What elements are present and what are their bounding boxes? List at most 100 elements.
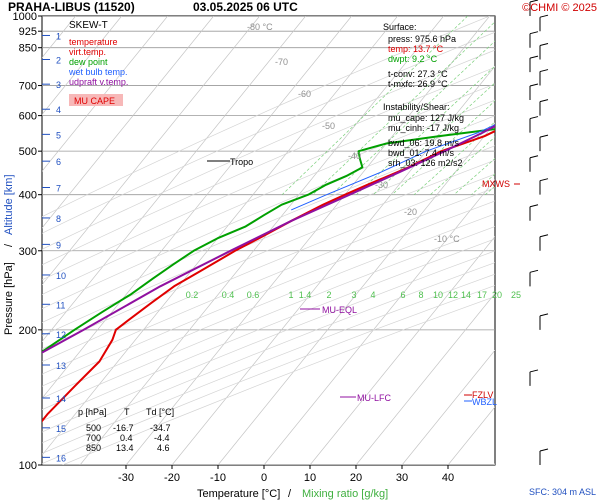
mixing-ratio-label: 12 bbox=[448, 290, 458, 300]
table-cell: 4.6 bbox=[157, 443, 170, 453]
wind-barb-flag bbox=[529, 83, 539, 87]
wind-barb-flag bbox=[539, 313, 549, 317]
isotherm-line bbox=[42, 16, 306, 343]
axes-layer: 0.2 0.4 0.6 1 1.4 2 3 4 6 8 10 12 14 17 20 25-80 °C-70-… bbox=[13, 11, 521, 484]
pressure-tick-label: 200 bbox=[19, 325, 37, 337]
table-cell: 0.4 bbox=[120, 433, 133, 443]
isotherm-line bbox=[42, 16, 260, 286]
mixing-ratio-label: 1.4 bbox=[299, 290, 312, 300]
y-axis-label-group: Pressure [hPa] / Altitude [km] bbox=[3, 174, 15, 335]
mixing-ratio-line bbox=[331, 40, 495, 195]
mixing-ratio-label: 8 bbox=[418, 290, 423, 300]
mixing-ratio-label: 4 bbox=[370, 290, 375, 300]
bwd06-value: bwd_06: 19.8 m/s bbox=[388, 138, 460, 148]
surface-info: Surface: press: 975.6 hPa temp: 13.7 °C … bbox=[383, 22, 464, 168]
wind-barb-flag bbox=[529, 55, 539, 59]
isotherm-line bbox=[42, 16, 352, 399]
dry-adiabat bbox=[42, 115, 495, 310]
isotherm-label: -50 bbox=[322, 121, 335, 131]
mixing-ratio-line bbox=[312, 21, 495, 195]
series-dew-point bbox=[42, 127, 495, 354]
station-title: PRAHA-LIBUS (11520) bbox=[8, 0, 135, 14]
mixing-ratio-line bbox=[507, 16, 600, 195]
wind-barb-flag bbox=[539, 134, 549, 138]
wind-barb-flag bbox=[539, 69, 549, 73]
plot-area bbox=[41, 15, 496, 466]
wind-barb-flag bbox=[529, 204, 539, 208]
altitude-tick-label: 3 bbox=[56, 80, 61, 90]
mixing-ratio-line bbox=[356, 65, 495, 195]
isotherm-line bbox=[42, 16, 122, 115]
pressure-tick-label: 700 bbox=[19, 81, 37, 93]
mixing-ratio-label: 20 bbox=[492, 290, 502, 300]
dry-adiabat bbox=[42, 16, 490, 218]
isotherm-line bbox=[171, 65, 495, 465]
wind-barb-flag bbox=[539, 234, 549, 238]
dry-adiabat bbox=[42, 31, 495, 234]
x-tick-label: -10 bbox=[210, 472, 226, 484]
wind-barb-flag bbox=[529, 155, 539, 159]
mixing-ratio-line bbox=[391, 100, 495, 195]
series-layer bbox=[42, 124, 495, 423]
sfc-label: SFC: 304 m ASL bbox=[529, 487, 596, 497]
mixing-ratio-line bbox=[545, 16, 600, 195]
altitude-tick-label: 7 bbox=[56, 183, 61, 193]
wind-barb-flag bbox=[539, 448, 549, 452]
x-tick-label: 20 bbox=[350, 472, 362, 484]
x-axis-separator: / bbox=[288, 488, 292, 500]
surface-temp: temp: 13.7 °C bbox=[388, 44, 444, 54]
dry-adiabat bbox=[42, 187, 495, 375]
dry-adiabat bbox=[42, 145, 495, 337]
series-udpraft-v-temp bbox=[42, 124, 495, 354]
wind-barb-flag bbox=[529, 369, 539, 373]
copyright-label: ©CHMI © 2025 bbox=[522, 2, 597, 14]
surface-tmxfc: t-mxfc: 26.9 °C bbox=[388, 79, 448, 89]
mixing-ratio-label: 14 bbox=[461, 290, 471, 300]
wbzl-marker: WBZL bbox=[472, 397, 497, 407]
mixing-ratio-label: 0.6 bbox=[247, 290, 260, 300]
mixing-ratio-label: 2 bbox=[326, 290, 331, 300]
isotherm-line bbox=[42, 16, 398, 456]
series-wet-bulb-temp bbox=[291, 124, 495, 211]
surface-heading: Surface: bbox=[383, 22, 417, 32]
table-cell: 700 bbox=[86, 433, 101, 443]
wind-barb-flag bbox=[539, 43, 549, 46]
mu-lfc-marker: MU-LFC bbox=[357, 393, 391, 403]
dry-adiabat bbox=[42, 173, 495, 363]
legend-item-dew-point: dew point bbox=[69, 57, 108, 67]
dry-adiabat bbox=[42, 285, 495, 465]
wind-barbs bbox=[529, 0, 549, 465]
plot-grid bbox=[42, 16, 600, 465]
altitude-tick-label: 13 bbox=[56, 361, 66, 371]
altitude-tick-label: 14 bbox=[56, 394, 66, 404]
mixing-ratio-label: 0.2 bbox=[186, 290, 199, 300]
wind-barb-flag bbox=[539, 99, 549, 103]
pressure-tick-label: 1000 bbox=[13, 11, 37, 23]
dry-adiabat bbox=[42, 238, 495, 422]
pressure-tick-label: 100 bbox=[19, 460, 37, 472]
isotherm-line bbox=[401, 349, 495, 465]
y-axis-label-press: Pressure [hPa] bbox=[3, 262, 15, 335]
isotherm-line bbox=[217, 122, 495, 465]
mixing-ratio-line bbox=[453, 158, 495, 195]
table-cell: -16.7 bbox=[113, 423, 134, 433]
table-cell: 850 bbox=[86, 443, 101, 453]
mixing-ratio-line bbox=[413, 121, 495, 195]
mixing-ratio-label: 1 bbox=[288, 290, 293, 300]
isotherm-label: -80 °C bbox=[247, 22, 273, 32]
isotherm-label: -10 °C bbox=[434, 234, 460, 244]
isotherm-label: -70 bbox=[275, 57, 288, 67]
mu-cape-badge: MU CAPE bbox=[74, 96, 115, 106]
altitude-tick-label: 12 bbox=[56, 330, 66, 340]
dry-adiabat bbox=[42, 226, 495, 411]
surface-dwpt: dwpt: 9.2 °C bbox=[388, 54, 438, 64]
x-axis-label-mix: Mixing ratio [g/kg] bbox=[302, 488, 388, 500]
pressure-tick-label: 850 bbox=[19, 43, 37, 55]
mixing-ratio-label: 6 bbox=[400, 290, 405, 300]
altitude-tick-label: 8 bbox=[56, 214, 61, 224]
mixing-ratio-line bbox=[519, 16, 600, 195]
tropo-marker: Tropo bbox=[230, 157, 253, 167]
isotherm-line bbox=[263, 179, 495, 465]
table-cell: -4.4 bbox=[154, 433, 170, 443]
dry-adiabat bbox=[42, 83, 495, 281]
